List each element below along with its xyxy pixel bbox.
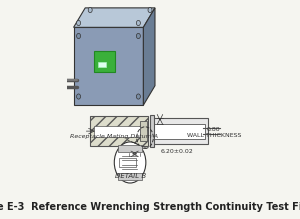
Polygon shape xyxy=(74,8,155,27)
FancyBboxPatch shape xyxy=(94,51,115,72)
Text: 6.20±0.02: 6.20±0.02 xyxy=(161,149,194,154)
Circle shape xyxy=(136,33,140,39)
FancyBboxPatch shape xyxy=(140,121,147,141)
FancyBboxPatch shape xyxy=(152,118,208,144)
Polygon shape xyxy=(143,8,155,105)
FancyBboxPatch shape xyxy=(94,126,143,136)
FancyBboxPatch shape xyxy=(150,115,154,147)
Circle shape xyxy=(148,7,152,13)
Circle shape xyxy=(88,7,92,13)
FancyBboxPatch shape xyxy=(153,124,205,139)
FancyBboxPatch shape xyxy=(118,145,142,152)
Text: Receptacle Mating Datum A: Receptacle Mating Datum A xyxy=(70,134,158,139)
Circle shape xyxy=(76,94,81,99)
FancyBboxPatch shape xyxy=(98,62,106,67)
FancyBboxPatch shape xyxy=(74,27,143,105)
FancyBboxPatch shape xyxy=(119,158,136,167)
Text: 0.80
WALL THICKNESS: 0.80 WALL THICKNESS xyxy=(187,127,241,138)
Text: Figure E-3  Reference Wrenching Strength Continuity Test Fixture: Figure E-3 Reference Wrenching Strength … xyxy=(0,202,300,212)
Circle shape xyxy=(114,142,146,183)
FancyBboxPatch shape xyxy=(90,116,148,146)
FancyBboxPatch shape xyxy=(118,173,142,180)
Circle shape xyxy=(76,33,81,39)
Text: DETAIL B: DETAIL B xyxy=(115,173,146,179)
Circle shape xyxy=(136,94,140,99)
Circle shape xyxy=(76,20,81,26)
Circle shape xyxy=(136,20,140,26)
